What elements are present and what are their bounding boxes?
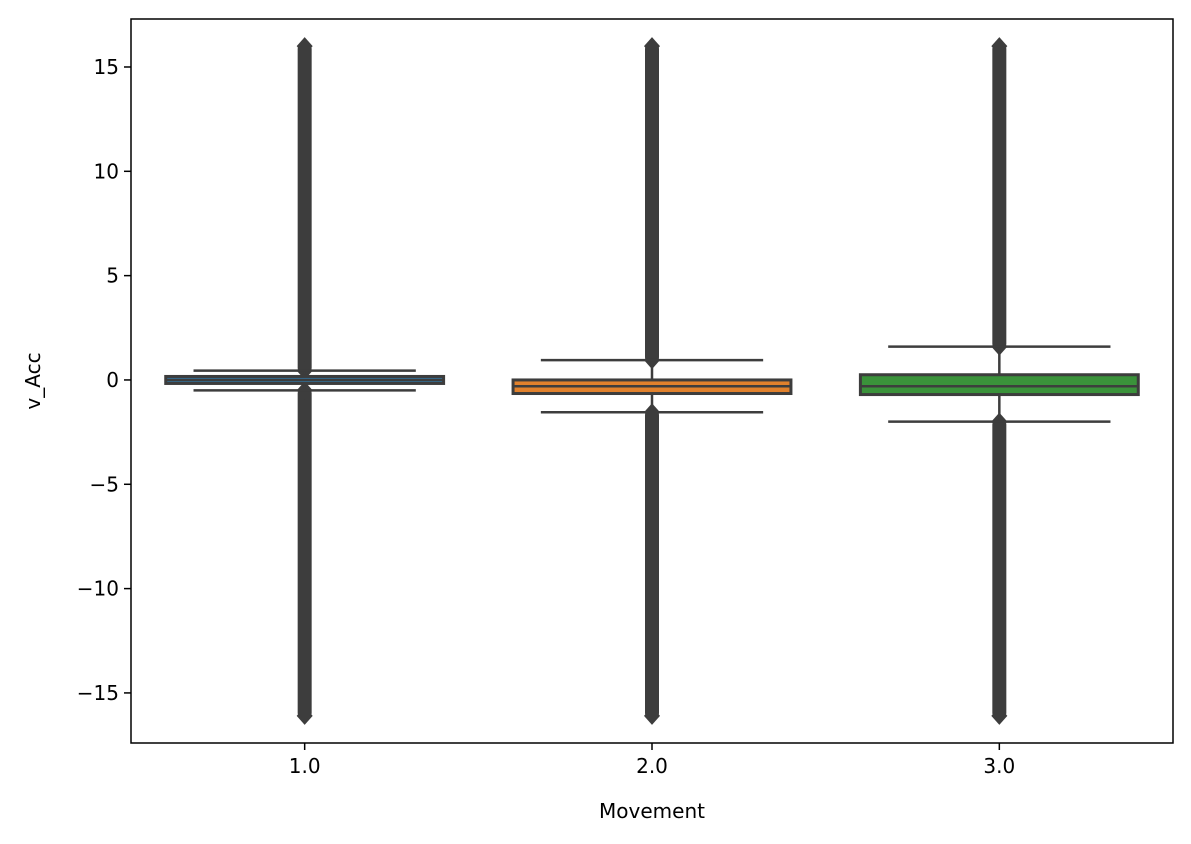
y-tick-label: 15 bbox=[94, 55, 119, 79]
box-group-1.0 bbox=[164, 37, 446, 725]
outliers-3.0-low bbox=[992, 418, 1007, 719]
box-group-3.0 bbox=[858, 37, 1140, 725]
outliers-2.0-high bbox=[645, 43, 659, 364]
outlier-end-marker-3.0-low-bottom bbox=[991, 706, 1008, 725]
outlier-end-marker-2.0-low-bottom bbox=[644, 706, 660, 725]
x-axis-label: Movement bbox=[599, 799, 705, 823]
box-group-2.0 bbox=[511, 37, 793, 725]
outlier-end-marker-3.0-high-top bbox=[991, 37, 1008, 56]
y-tick-label: −15 bbox=[77, 681, 119, 705]
x-tick-label: 2.0 bbox=[636, 754, 668, 778]
x-tick-label: 1.0 bbox=[289, 754, 321, 778]
y-tick-label: 5 bbox=[106, 264, 119, 288]
y-tick-label: −10 bbox=[77, 577, 119, 601]
y-axis: 15 10 5 0 −5 −10 −15 bbox=[77, 55, 131, 705]
y-tick-label: −5 bbox=[90, 472, 119, 496]
box-3.0 bbox=[858, 373, 1140, 397]
outliers-1.0-low bbox=[297, 387, 312, 719]
outlier-end-marker-1.0-low-bottom bbox=[296, 706, 313, 725]
outliers-1.0-high bbox=[297, 43, 312, 374]
x-axis: 1.0 2.0 3.0 bbox=[289, 743, 1015, 778]
y-axis-label: v_Acc bbox=[21, 352, 45, 409]
x-tick-label: 3.0 bbox=[983, 754, 1015, 778]
plot-content bbox=[164, 37, 1140, 725]
y-tick-label: 10 bbox=[94, 159, 119, 183]
outliers-3.0-high bbox=[992, 43, 1007, 350]
outlier-end-marker-2.0-high-top bbox=[644, 37, 660, 56]
outlier-end-marker-1.0-high-top bbox=[296, 37, 313, 56]
y-tick-label: 0 bbox=[106, 368, 119, 392]
outliers-2.0-low bbox=[645, 409, 659, 719]
